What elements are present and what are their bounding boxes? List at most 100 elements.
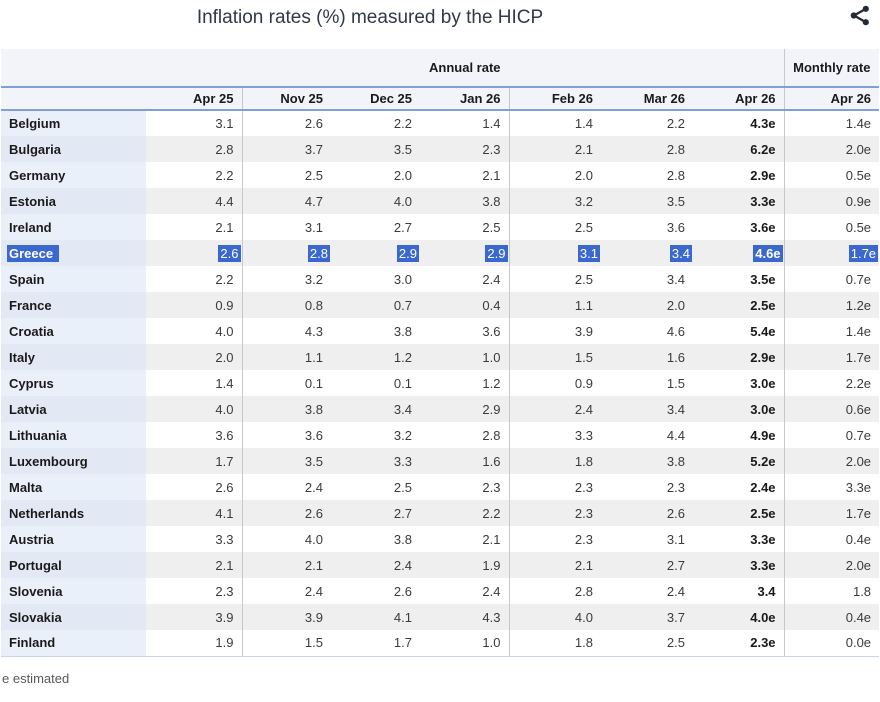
value-cell: 1.4 <box>508 110 601 136</box>
country-cell: Netherlands <box>1 500 146 526</box>
selection-highlight: Greece <box>7 244 60 262</box>
value-cell: 3.5 <box>331 136 420 162</box>
value-cell: 2.6 <box>146 474 242 500</box>
table-row-ireland[interactable]: Ireland 2.1 3.1 2.7 2.5 2.5 3.6 3.6e 0.5e <box>1 214 880 240</box>
value-cell: 3.6 <box>420 318 509 344</box>
value-cell: 3.9 <box>508 318 601 344</box>
column-header-monthly-apr-26: Apr 26 <box>783 87 880 111</box>
table-row-austria[interactable]: Austria 3.3 4.0 3.8 2.1 2.3 3.1 3.3e 0.4e <box>1 526 880 552</box>
monthly-value-cell: 1.7e <box>783 344 880 370</box>
value-cell: 1.2 <box>420 370 509 396</box>
table-row-greece[interactable]: Greece 2.6 2.8 2.9 2.9 3.1 3.4 4.6e 1.7e <box>1 240 880 266</box>
value-cell: 3.4 <box>601 240 693 266</box>
country-cell: Slovenia <box>1 578 146 604</box>
value-cell: 4.3 <box>241 318 331 344</box>
table-row-croatia[interactable]: Croatia 4.0 4.3 3.8 3.6 3.9 4.6 5.4e 1.4e <box>1 318 880 344</box>
value-cell: 2.9e <box>693 344 785 370</box>
value-cell: 4.0 <box>146 318 242 344</box>
monthly-value-cell: 1.2e <box>783 292 880 318</box>
monthly-value-cell: 1.7e <box>783 240 880 266</box>
country-cell: Slovakia <box>1 604 146 630</box>
table-row-netherlands[interactable]: Netherlands 4.1 2.6 2.7 2.2 2.3 2.6 2.5e 1.7e <box>1 500 880 526</box>
value-cell: 2.2 <box>331 110 420 136</box>
value-cell: 0.7 <box>331 292 420 318</box>
value-cell: 4.9e <box>693 422 785 448</box>
value-cell: 3.6 <box>601 214 693 240</box>
table-row-portugal[interactable]: Portugal 2.1 2.1 2.4 1.9 2.1 2.7 3.3e 2.0e <box>1 552 880 578</box>
value-cell: 3.7 <box>601 604 693 630</box>
table-row-luxembourg[interactable]: Luxembourg 1.7 3.5 3.3 1.6 1.8 3.8 5.2e 2.0e <box>1 448 880 474</box>
value-cell: 1.5 <box>601 370 693 396</box>
value-cell: 2.7 <box>331 500 420 526</box>
table-row-germany[interactable]: Germany 2.2 2.5 2.0 2.1 2.0 2.8 2.9e 0.5e <box>1 162 880 188</box>
table-row-lithuania[interactable]: Lithuania 3.6 3.6 3.2 2.8 3.3 4.4 4.9e 0.7e <box>1 422 880 448</box>
column-header-apr-25: Apr 25 <box>146 87 242 111</box>
value-cell: 4.1 <box>331 604 420 630</box>
country-cell: Estonia <box>1 188 146 214</box>
value-cell: 3.3 <box>146 526 242 552</box>
value-cell: 2.3 <box>601 474 693 500</box>
value-cell: 2.3 <box>508 474 601 500</box>
monthly-value-cell: 1.4e <box>783 110 880 136</box>
value-cell: 1.8 <box>508 448 601 474</box>
monthly-value-cell: 0.5e <box>783 214 880 240</box>
value-cell: 0.1 <box>331 370 420 396</box>
table-row-finland[interactable]: Finland 1.9 1.5 1.7 1.0 1.8 2.5 2.3e 0.0e <box>1 630 880 657</box>
table-row-bulgaria[interactable]: Bulgaria 2.8 3.7 3.5 2.3 2.1 2.8 6.2e 2.0e <box>1 136 880 162</box>
value-cell: 2.7 <box>601 552 693 578</box>
value-cell: 2.8 <box>508 578 601 604</box>
value-cell: 3.3 <box>331 448 420 474</box>
value-cell: 2.8 <box>146 136 242 162</box>
value-cell: 1.4 <box>420 110 509 136</box>
value-cell: 2.0 <box>331 162 420 188</box>
table-row-belgium[interactable]: Belgium 3.1 2.6 2.2 1.4 1.4 2.2 4.3e 1.4e <box>1 110 880 136</box>
value-cell: 2.1 <box>508 136 601 162</box>
table-row-slovakia[interactable]: Slovakia 3.9 3.9 4.1 4.3 4.0 3.7 4.0e 0.4e <box>1 604 880 630</box>
table-row-slovenia[interactable]: Slovenia 2.3 2.4 2.6 2.4 2.8 2.4 3.4 1.8 <box>1 578 880 604</box>
monthly-value-cell: 2.0e <box>783 552 880 578</box>
table-row-latvia[interactable]: Latvia 4.0 3.8 3.4 2.9 2.4 3.4 3.0e 0.6e <box>1 396 880 422</box>
table-row-france[interactable]: France 0.9 0.8 0.7 0.4 1.1 2.0 2.5e 1.2e <box>1 292 880 318</box>
table-row-spain[interactable]: Spain 2.2 3.2 3.0 2.4 2.5 3.4 3.5e 0.7e <box>1 266 880 292</box>
value-cell: 0.9 <box>508 370 601 396</box>
value-cell: 3.4 <box>693 578 785 604</box>
value-cell: 1.7 <box>331 630 420 657</box>
share-button[interactable] <box>848 3 872 27</box>
table-row-italy[interactable]: Italy 2.0 1.1 1.2 1.0 1.5 1.6 2.9e 1.7e <box>1 344 880 370</box>
value-cell: 5.4e <box>693 318 785 344</box>
country-cell: Finland <box>1 630 146 657</box>
value-cell: 2.8 <box>601 136 693 162</box>
value-cell: 1.7 <box>146 448 242 474</box>
table-row-malta[interactable]: Malta 2.6 2.4 2.5 2.3 2.3 2.3 2.4e 3.3e <box>1 474 880 500</box>
value-cell: 2.4e <box>693 474 785 500</box>
value-cell: 2.3e <box>693 630 785 657</box>
country-cell: Ireland <box>1 214 146 240</box>
value-cell: 3.0e <box>693 370 785 396</box>
value-cell: 2.6 <box>331 578 420 604</box>
column-header-feb-26: Feb 26 <box>508 87 601 111</box>
value-cell: 3.4 <box>601 266 693 292</box>
column-header-mar-26: Mar 26 <box>601 87 693 111</box>
country-cell: Cyprus <box>1 370 146 396</box>
value-cell: 2.4 <box>420 266 509 292</box>
monthly-value-cell: 0.7e <box>783 266 880 292</box>
value-cell: 2.9 <box>420 396 509 422</box>
value-cell: 4.0 <box>508 604 601 630</box>
monthly-rate-header: Monthly rate <box>783 49 880 88</box>
value-cell: 2.1 <box>508 552 601 578</box>
value-cell: 3.1 <box>601 526 693 552</box>
table-row-cyprus[interactable]: Cyprus 1.4 0.1 0.1 1.2 0.9 1.5 3.0e 2.2e <box>1 370 880 396</box>
value-cell: 1.6 <box>420 448 509 474</box>
value-cell: 1.0 <box>420 344 509 370</box>
country-cell: Portugal <box>1 552 146 578</box>
value-cell: 2.1 <box>241 552 331 578</box>
monthly-value-cell: 1.8 <box>783 578 880 604</box>
value-cell: 2.1 <box>146 552 242 578</box>
value-cell: 1.4 <box>146 370 242 396</box>
monthly-value-cell: 0.5e <box>783 162 880 188</box>
value-cell: 2.8 <box>601 162 693 188</box>
value-cell: 2.1 <box>420 162 509 188</box>
value-cell: 2.5e <box>693 292 785 318</box>
table-row-estonia[interactable]: Estonia 4.4 4.7 4.0 3.8 3.2 3.5 3.3e 0.9e <box>1 188 880 214</box>
selection-highlight: 4.6e <box>753 244 783 262</box>
